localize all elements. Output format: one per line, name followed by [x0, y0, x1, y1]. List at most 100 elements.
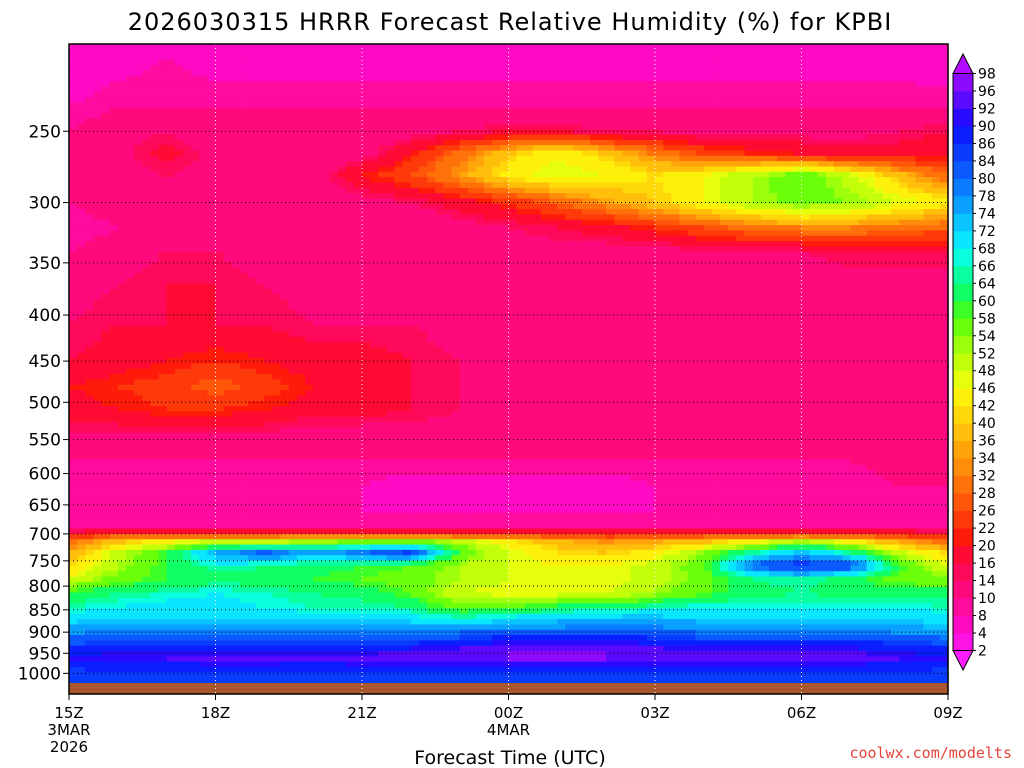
heatmap-cell	[329, 54, 339, 61]
heatmap-cell	[427, 113, 436, 120]
heatmap-cell	[223, 145, 233, 152]
heatmap-cell	[272, 246, 282, 253]
heatmap-cell	[524, 81, 534, 88]
heatmap-cell	[451, 283, 461, 290]
heatmap-cell	[801, 225, 811, 231]
heatmap-cell	[280, 203, 290, 210]
heatmap-cell	[158, 65, 168, 72]
heatmap-cell	[736, 59, 746, 66]
heatmap-cell	[191, 182, 200, 189]
heatmap-cell	[182, 198, 192, 205]
heatmap-cell	[288, 209, 298, 215]
heatmap-cell	[492, 203, 501, 210]
heatmap-cell	[492, 187, 501, 194]
heatmap-cell	[516, 123, 526, 130]
heatmap-cell	[671, 246, 681, 253]
heatmap-cell	[248, 219, 257, 226]
heatmap-cell	[817, 59, 827, 66]
heatmap-cell	[752, 97, 762, 104]
heatmap-cell	[264, 209, 274, 215]
heatmap-cell	[785, 118, 794, 125]
heatmap-cell	[842, 257, 851, 263]
heatmap-cell	[801, 59, 811, 66]
heatmap-cell	[638, 91, 648, 98]
heatmap-cell	[321, 134, 331, 141]
heatmap-cell	[516, 278, 526, 285]
heatmap-cell	[663, 102, 672, 109]
heatmap-cell	[793, 187, 803, 194]
heatmap-cell	[744, 86, 754, 93]
heatmap-cell	[93, 129, 103, 136]
heatmap-cell	[418, 166, 428, 173]
heatmap-cell	[825, 225, 835, 231]
heatmap-cell	[93, 86, 103, 93]
heatmap-cell	[728, 235, 737, 242]
heatmap-cell	[174, 257, 184, 263]
heatmap-cell	[711, 177, 721, 184]
heatmap-cell	[394, 161, 404, 168]
heatmap-cell	[817, 123, 827, 130]
heatmap-cell	[630, 107, 640, 114]
heatmap-cell	[614, 246, 624, 253]
heatmap-cell	[215, 54, 225, 61]
heatmap-cell	[305, 107, 314, 114]
heatmap-cell	[239, 113, 249, 120]
heatmap-cell	[891, 230, 900, 237]
heatmap-cell	[809, 49, 819, 56]
heatmap-cell	[85, 171, 95, 178]
heatmap-cell	[891, 86, 900, 93]
heatmap-cell	[598, 283, 607, 290]
heatmap-cell	[85, 283, 95, 290]
heatmap-cell	[532, 59, 542, 66]
heatmap-cell	[345, 65, 355, 72]
heatmap-cell	[711, 230, 721, 237]
heatmap-cell	[500, 102, 510, 109]
heatmap-cell	[646, 246, 656, 253]
heatmap-cell	[858, 198, 868, 205]
heatmap-cell	[793, 203, 803, 210]
heatmap-cell	[801, 241, 811, 247]
heatmap-cell	[125, 107, 135, 114]
heatmap-cell	[834, 70, 843, 77]
heatmap-cell	[182, 155, 192, 162]
heatmap-cell	[760, 161, 770, 168]
heatmap-cell	[728, 257, 737, 263]
heatmap-cell	[655, 91, 664, 98]
heatmap-cell	[305, 65, 314, 72]
heatmap-cell	[239, 187, 249, 194]
heatmap-cell	[264, 251, 274, 258]
heatmap-cell	[557, 203, 567, 210]
heatmap-cell	[573, 203, 583, 210]
heatmap-cell	[492, 171, 501, 178]
heatmap-cell	[589, 262, 599, 269]
heatmap-cell	[809, 155, 819, 162]
heatmap-cell	[223, 155, 233, 162]
heatmap-cell	[777, 54, 786, 61]
heatmap-cell	[427, 257, 436, 263]
heatmap-cell	[313, 272, 322, 279]
heatmap-cell	[768, 166, 778, 173]
heatmap-cell	[191, 166, 200, 173]
heatmap-cell	[532, 44, 542, 50]
heatmap-cell	[939, 283, 949, 290]
heatmap-cell	[109, 129, 119, 136]
heatmap-cell	[508, 278, 518, 285]
heatmap-cell	[231, 65, 241, 72]
heatmap-cell	[475, 166, 485, 173]
heatmap-cell	[125, 193, 135, 200]
heatmap-cell	[443, 177, 453, 184]
heatmap-cell	[573, 198, 583, 205]
heatmap-cell	[777, 44, 786, 50]
heatmap-cell	[435, 214, 444, 221]
heatmap-cell	[117, 134, 127, 141]
heatmap-cell	[508, 161, 518, 168]
heatmap-cell	[109, 161, 119, 168]
heatmap-cell	[744, 145, 754, 152]
heatmap-cell	[93, 177, 103, 184]
heatmap-cell	[231, 161, 241, 168]
heatmap-cell	[646, 267, 656, 274]
heatmap-cell	[467, 171, 477, 178]
heatmap-cell	[134, 193, 143, 200]
heatmap-cell	[858, 139, 868, 146]
heatmap-cell	[622, 91, 632, 98]
